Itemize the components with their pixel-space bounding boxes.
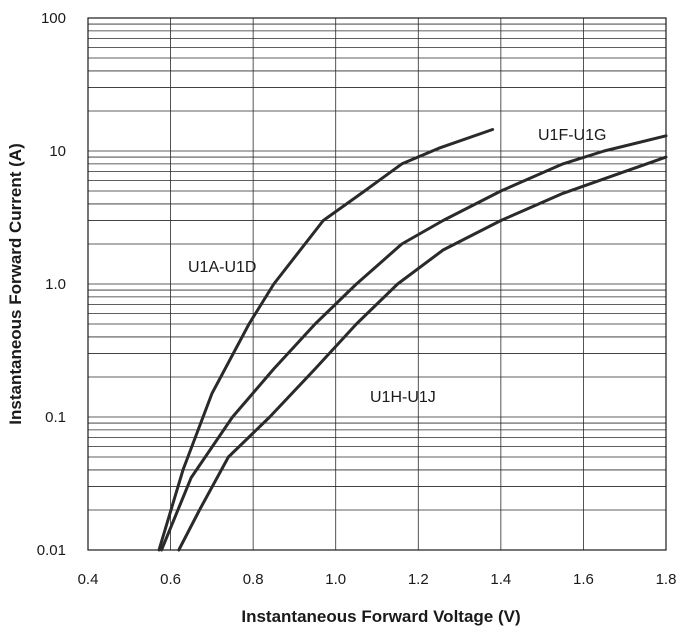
- x-tick-label: 0.4: [78, 571, 99, 588]
- series-group: [157, 128, 668, 552]
- x-tick-label: 1.6: [573, 571, 594, 588]
- y-tick-label: 100: [41, 10, 66, 27]
- y-tick-label: 0.1: [45, 409, 66, 426]
- y-axis-title: Instantaneous Forward Current (A): [6, 143, 25, 424]
- x-tick-label: 1.4: [490, 571, 511, 588]
- y-axis-tick-labels: 0.01 0.1 1.0 10 100: [37, 10, 66, 559]
- series-label-u1f-u1g: U1F-U1G: [538, 127, 606, 144]
- grid: [87, 18, 667, 551]
- series-label-u1a-u1d: U1A-U1D: [188, 259, 256, 276]
- x-axis-title: Instantaneous Forward Voltage (V): [241, 607, 520, 626]
- series-line-u1a-u1d: [157, 128, 495, 552]
- series-line-u1f-u1g: [160, 134, 668, 552]
- y-tick-label: 1.0: [45, 276, 66, 293]
- series-label-u1h-u1j: U1H-U1J: [370, 389, 436, 406]
- x-axis-tick-labels: 0.4 0.6 0.8 1.0 1.2 1.4 1.6 1.8: [78, 571, 677, 588]
- x-tick-label: 0.6: [160, 571, 181, 588]
- x-tick-label: 1.8: [656, 571, 677, 588]
- series-line-u1h-u1j: [177, 155, 668, 552]
- x-tick-label: 0.8: [243, 571, 264, 588]
- y-tick-label: 0.01: [37, 542, 66, 559]
- y-tick-label: 10: [49, 143, 66, 160]
- plot-frame: [87, 17, 667, 551]
- x-tick-label: 1.2: [408, 571, 429, 588]
- x-tick-label: 1.0: [325, 571, 346, 588]
